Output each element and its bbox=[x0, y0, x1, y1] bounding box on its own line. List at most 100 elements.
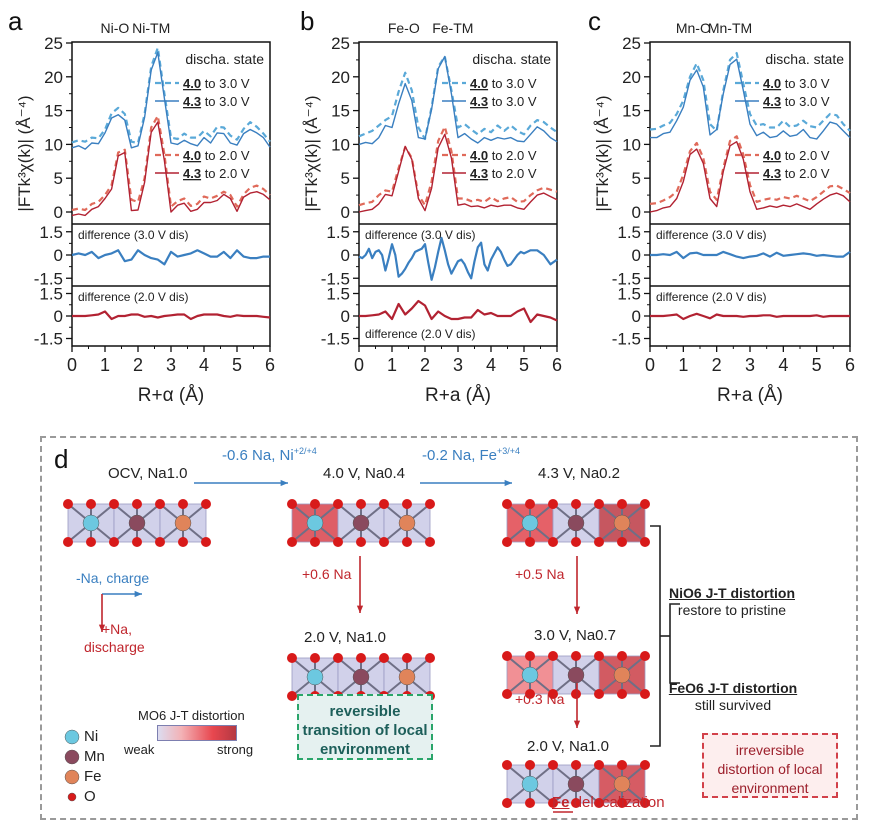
y-axis-label-a: |FTk³χ(k)| (Å⁻⁴) bbox=[15, 95, 34, 211]
x-tick-label-a-1: 1 bbox=[100, 355, 110, 375]
structure-diagram bbox=[63, 479, 680, 813]
atom-o bbox=[178, 537, 188, 547]
arrow-label-0-3na: +0.3 Na bbox=[515, 691, 565, 707]
atom-o bbox=[548, 537, 558, 547]
atom-o bbox=[132, 499, 142, 509]
y-tick-label-b-15: 15 bbox=[331, 102, 350, 121]
peak-label-b-2: Fe-TM bbox=[432, 20, 473, 36]
atom-o bbox=[571, 760, 581, 770]
peak-label-a-2: Ni-TM bbox=[132, 20, 170, 36]
atom-fe bbox=[613, 514, 631, 532]
atom-o bbox=[525, 651, 535, 661]
y-tick-label-a-diff1: 0 bbox=[54, 246, 63, 265]
atom-o bbox=[525, 760, 535, 770]
series-line-b-2 bbox=[358, 125, 558, 207]
x-tick-label-c-5: 5 bbox=[812, 355, 822, 375]
colorbar-strong: strong bbox=[217, 742, 254, 757]
atom-o bbox=[287, 537, 297, 547]
atom-o bbox=[594, 537, 604, 547]
y-tick-label-b-10: 10 bbox=[331, 135, 350, 154]
arrow-label-ni: -0.6 Na, Ni+2/+4 bbox=[222, 446, 317, 464]
atom-o bbox=[525, 798, 535, 808]
atom-o bbox=[640, 537, 650, 547]
atom-o bbox=[548, 651, 558, 661]
key-charge-label: -Na, charge bbox=[76, 570, 150, 586]
panel-label-a: a bbox=[8, 6, 23, 36]
atom-o bbox=[640, 689, 650, 699]
atom-fe bbox=[613, 775, 631, 793]
atom-o bbox=[548, 798, 558, 808]
key-discharge-line2: discharge bbox=[84, 639, 145, 655]
state-4-0v-discharged: 2.0 V, Na1.0 bbox=[304, 629, 387, 646]
structure-4-3v-discharged bbox=[502, 760, 650, 808]
state-4-3v-discharged: 2.0 V, Na1.0 bbox=[527, 738, 610, 755]
y-tick-label-c-diff1: 0 bbox=[632, 246, 641, 265]
atom-o bbox=[155, 499, 165, 509]
atom-o bbox=[617, 651, 627, 661]
x-tick-label-a-0: 0 bbox=[67, 355, 77, 375]
panel-d-diagram: d OCV, Na1.0 -0.6 Na, Ni+2/+4 4.0 V, Na0… bbox=[40, 436, 858, 820]
atom-ni bbox=[306, 668, 324, 686]
x-tick-label-b-6: 6 bbox=[552, 355, 562, 375]
atom-o bbox=[425, 653, 435, 663]
state-3-0v: 3.0 V, Na0.7 bbox=[534, 627, 617, 644]
atom-mn bbox=[567, 666, 585, 684]
y-axis-label-c: |FTk³χ(k)| (Å⁻⁴) bbox=[593, 95, 612, 211]
y-tick-label-a-diff2: 0 bbox=[54, 307, 63, 326]
x-tick-label-c-2: 2 bbox=[712, 355, 722, 375]
panel-label-c: c bbox=[588, 6, 601, 36]
series-line-c-2 bbox=[649, 135, 851, 205]
atom-ni bbox=[521, 775, 539, 793]
atom-o bbox=[571, 499, 581, 509]
atom-o bbox=[333, 499, 343, 509]
atom-o bbox=[356, 537, 366, 547]
atom-o bbox=[502, 499, 512, 509]
irreversible-line2: distortion of local bbox=[717, 761, 823, 777]
atom-o bbox=[425, 499, 435, 509]
x-tick-label-c-1: 1 bbox=[678, 355, 688, 375]
x-tick-label-b-2: 2 bbox=[420, 355, 430, 375]
panel-label-b: b bbox=[300, 6, 315, 36]
diff-label-a-diff1: difference (3.0 V dis) bbox=[78, 228, 189, 242]
x-tick-label-c-0: 0 bbox=[645, 355, 655, 375]
atom-o bbox=[594, 689, 604, 699]
y-tick-label-b-0: 0 bbox=[341, 203, 350, 222]
atom-o bbox=[310, 537, 320, 547]
atom-o bbox=[86, 499, 96, 509]
structure-4-3v bbox=[502, 499, 650, 547]
atom-o bbox=[571, 651, 581, 661]
y-tick-label-c-15: 15 bbox=[622, 102, 641, 121]
reversible-line1: reversible bbox=[329, 703, 401, 720]
y-tick-label-c-diff1: -1.5 bbox=[612, 269, 641, 288]
y-tick-label-a-25: 25 bbox=[44, 34, 63, 53]
y-tick-label-a-10: 10 bbox=[44, 135, 63, 154]
atom-o bbox=[525, 537, 535, 547]
atom-o bbox=[640, 651, 650, 661]
atom-o bbox=[502, 760, 512, 770]
structure-3-0v bbox=[502, 651, 650, 699]
atom-mn bbox=[352, 668, 370, 686]
atom-o bbox=[571, 798, 581, 808]
atom-o bbox=[356, 499, 366, 509]
atom-o bbox=[425, 537, 435, 547]
atom-o bbox=[594, 651, 604, 661]
atom-o bbox=[594, 760, 604, 770]
atom-o bbox=[132, 537, 142, 547]
atom-o bbox=[617, 537, 627, 547]
diff-label-c-diff2: difference (2.0 V dis) bbox=[656, 290, 767, 304]
y-tick-label-c-10: 10 bbox=[622, 135, 641, 154]
atom-o bbox=[594, 798, 604, 808]
atom-fe bbox=[174, 514, 192, 532]
y-tick-label-c-diff2: 1.5 bbox=[617, 285, 641, 304]
atom-o bbox=[333, 653, 343, 663]
conclusion-nio6: NiO6 J-T distortion restore to pristine bbox=[662, 585, 802, 619]
atom-o bbox=[617, 499, 627, 509]
legend-o: O bbox=[84, 788, 96, 805]
structure-ocv bbox=[63, 499, 211, 547]
x-tick-label-a-5: 5 bbox=[232, 355, 242, 375]
peak-label-a-1: Ni-O bbox=[101, 20, 130, 36]
state-ocv: OCV, Na1.0 bbox=[108, 465, 188, 482]
arrow-4-3v-to-3-0v-head bbox=[573, 606, 581, 614]
atom-fe bbox=[398, 668, 416, 686]
x-tick-label-a-2: 2 bbox=[133, 355, 143, 375]
